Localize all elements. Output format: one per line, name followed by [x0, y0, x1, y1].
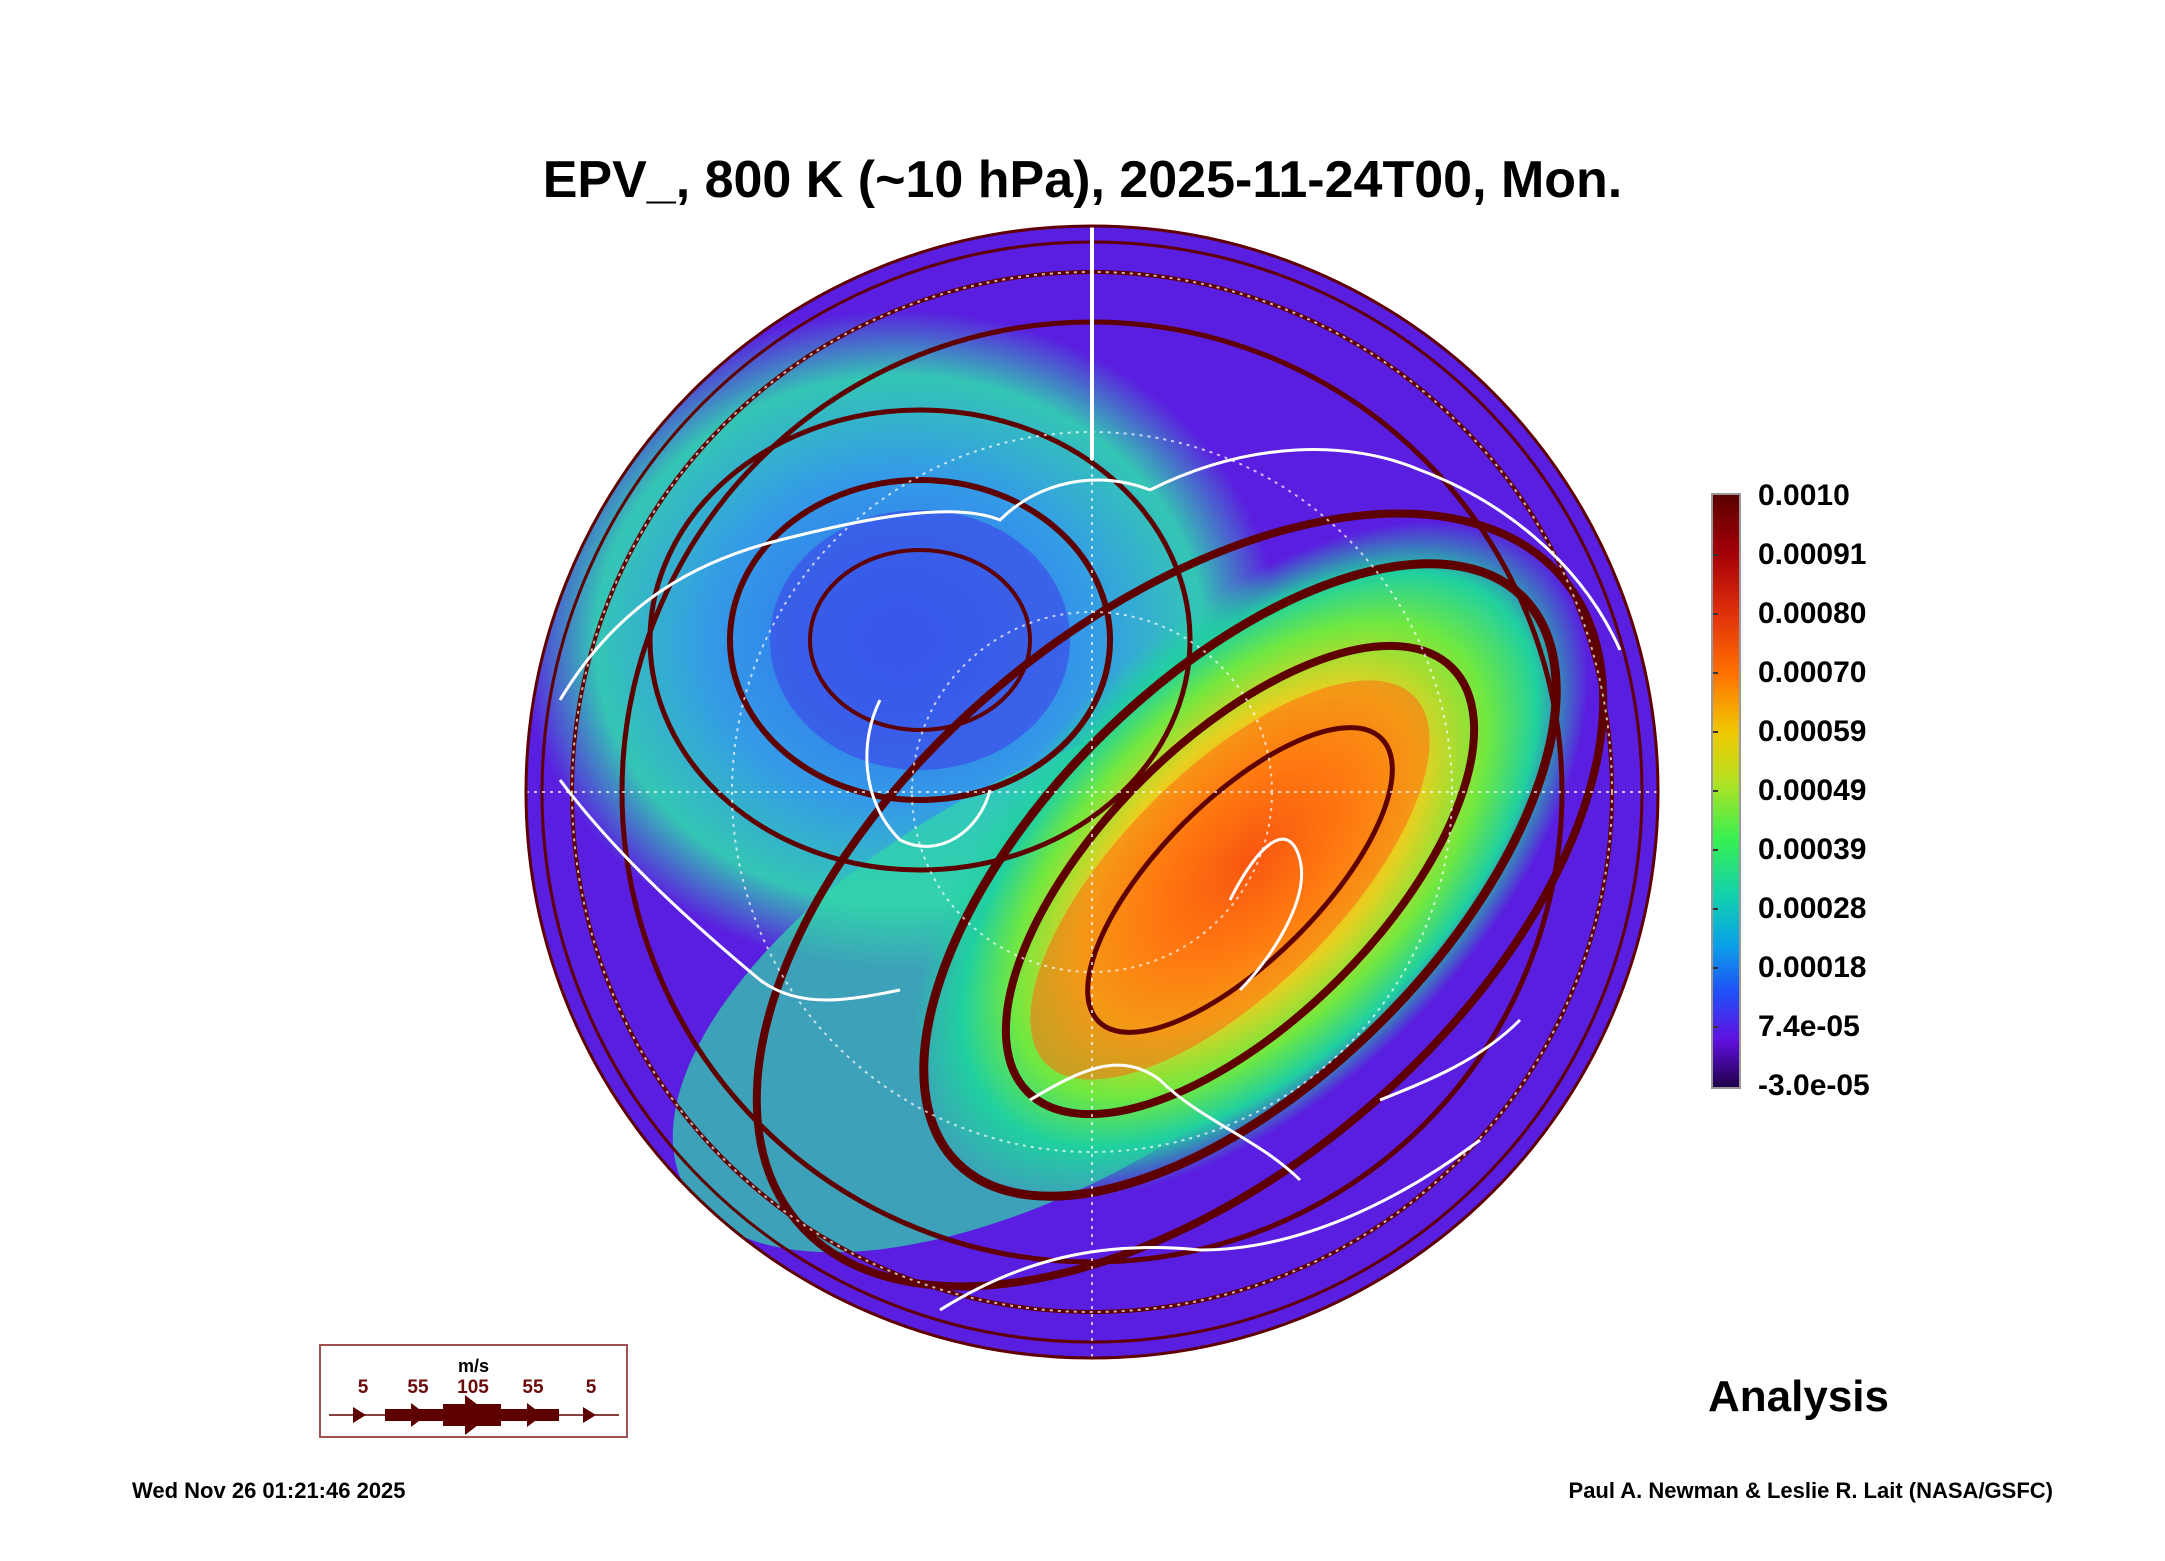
colorbar-label: 0.0010	[1758, 479, 1850, 512]
colorbar-label: 0.00080	[1758, 597, 1867, 630]
colorbar-tick	[1713, 790, 1718, 792]
colorbar-tick	[1713, 1026, 1718, 1028]
colorbar-tick	[1713, 849, 1718, 851]
colorbar-label: 7.4e-05	[1758, 1010, 1860, 1043]
wind-arrow-scale	[329, 1395, 619, 1435]
wind-speed-label: 105	[457, 1377, 489, 1398]
colorbar-label: 0.00028	[1758, 892, 1867, 925]
coastlines	[558, 448, 1622, 1312]
colorbar-tick	[1713, 613, 1718, 615]
wind-speed-label: 55	[407, 1377, 429, 1398]
colorbar-tick	[1713, 554, 1718, 556]
colorbar-label: 0.00070	[1758, 656, 1867, 689]
colorbar-label: 0.00049	[1758, 774, 1867, 807]
wind-speed-label: 5	[585, 1377, 597, 1398]
wind-speed-label: 5	[357, 1377, 369, 1398]
wind-unit-label: m/s	[457, 1356, 490, 1376]
analysis-label: Analysis	[1708, 1372, 1889, 1421]
wind-speed-label: 55	[522, 1377, 544, 1398]
colorbar-tick	[1713, 731, 1718, 733]
colorbar-label: -3.0e-05	[1758, 1069, 1870, 1102]
colorbar-tick	[1713, 908, 1718, 910]
plot-title: EPV_, 800 K (~10 hPa), 2025-11-24T00, Mo…	[542, 151, 1623, 209]
colorbar-label: 0.00091	[1758, 538, 1867, 571]
colorbar-tick	[1713, 967, 1718, 969]
wind-speed-legend: m/s 5 55 105 55 5	[319, 1344, 628, 1438]
colorbar-label: 0.00059	[1758, 715, 1867, 748]
credit: Paul A. Newman & Leslie R. Lait (NASA/GS…	[1568, 1478, 2053, 1503]
colorbar-label: 0.00039	[1758, 833, 1867, 866]
colorbar-label: 0.00018	[1758, 951, 1867, 984]
timestamp: Wed Nov 26 01:21:46 2025	[132, 1478, 406, 1503]
colorbar-tick	[1713, 672, 1718, 674]
map-border	[524, 224, 1660, 1360]
